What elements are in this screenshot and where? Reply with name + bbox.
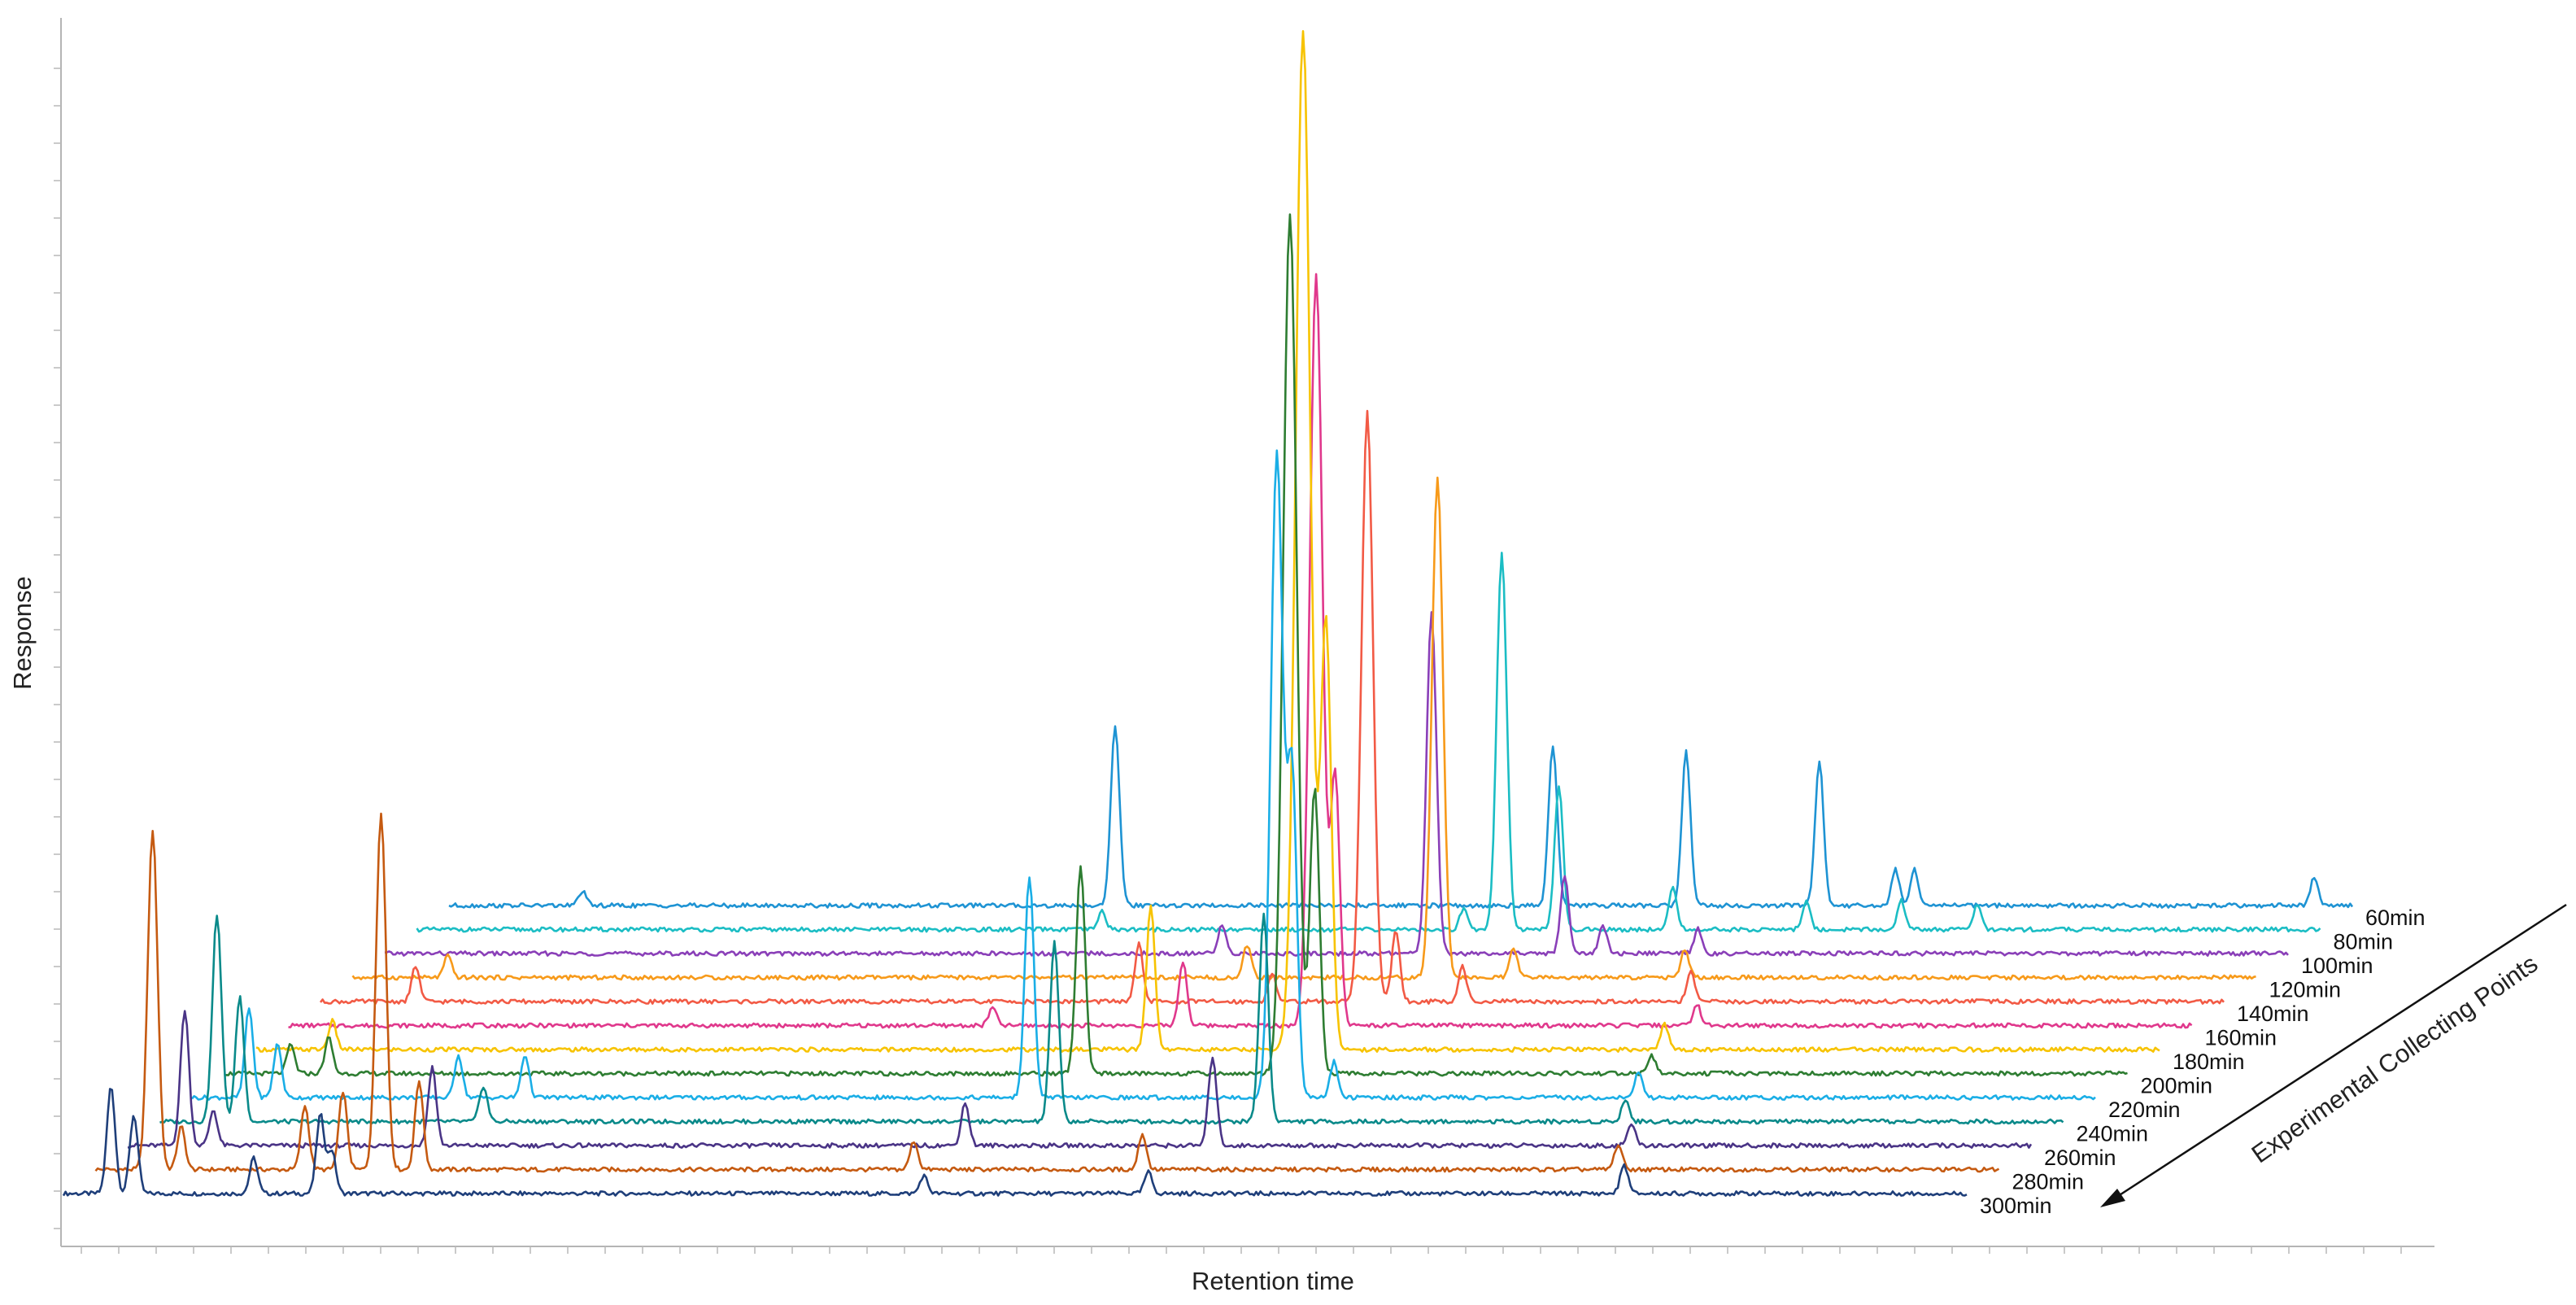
traces [62,30,2354,1197]
trace-label-180min: 180min [2173,1050,2245,1074]
trace-label-200min: 200min [2141,1074,2213,1098]
trace-120min [351,476,2256,981]
axis-ticks [54,68,2402,1254]
collecting-points-arrow [2100,903,2567,1207]
trace-200min [224,213,2128,1077]
trace-label-220min: 220min [2108,1098,2181,1122]
trace-220min [190,449,2096,1101]
trace-label-240min: 240min [2077,1122,2149,1146]
trace-140min [319,409,2225,1005]
trace-280min [94,812,2000,1173]
trace-240min [159,912,2064,1125]
trace-180min [255,30,2160,1053]
collecting-points-arrow-head [2100,1189,2125,1207]
trace-label-100min: 100min [2301,954,2373,978]
trace-80min [416,552,2321,933]
trace-label-260min: 260min [2044,1146,2116,1170]
trace-label-140min: 140min [2237,1002,2309,1026]
x-axis-title: Retention time [1192,1267,1354,1295]
trace-100min [384,611,2289,957]
axes [54,18,2434,1254]
trace-label-280min: 280min [2012,1170,2085,1194]
collecting-points-arrow-line [2112,903,2567,1201]
trace-160min [288,273,2193,1029]
trace-labels: 60min80min100min120min140min160min180min… [1980,906,2426,1218]
trace-label-160min: 160min [2205,1026,2277,1050]
trace-label-120min: 120min [2269,978,2342,1002]
trace-260min [127,1010,2033,1149]
trace-300min [62,1088,1968,1197]
trace-label-300min: 300min [1980,1194,2052,1218]
trace-60min [448,725,2354,909]
trace-label-60min: 60min [2365,906,2426,930]
y-axis-title: Response [8,576,37,690]
trace-label-80min: 80min [2334,930,2394,954]
